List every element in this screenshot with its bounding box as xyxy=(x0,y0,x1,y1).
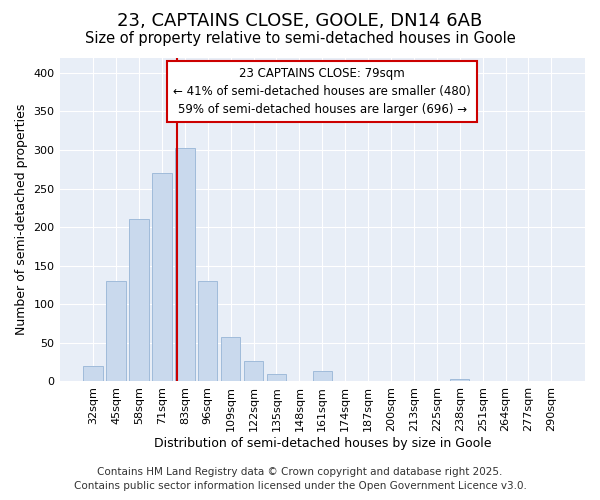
Bar xyxy=(313,372,332,382)
Bar xyxy=(267,374,286,382)
Text: Size of property relative to semi-detached houses in Goole: Size of property relative to semi-detach… xyxy=(85,31,515,46)
Text: 23, CAPTAINS CLOSE, GOOLE, DN14 6AB: 23, CAPTAINS CLOSE, GOOLE, DN14 6AB xyxy=(118,12,482,30)
Text: 23 CAPTAINS CLOSE: 79sqm
← 41% of semi-detached houses are smaller (480)
59% of : 23 CAPTAINS CLOSE: 79sqm ← 41% of semi-d… xyxy=(173,67,471,116)
Bar xyxy=(129,220,149,382)
X-axis label: Distribution of semi-detached houses by size in Goole: Distribution of semi-detached houses by … xyxy=(154,437,491,450)
Bar xyxy=(175,148,194,382)
Bar xyxy=(152,173,172,382)
Bar xyxy=(221,338,241,382)
Bar xyxy=(450,379,469,382)
Bar xyxy=(244,360,263,382)
Bar xyxy=(198,281,217,382)
Y-axis label: Number of semi-detached properties: Number of semi-detached properties xyxy=(15,104,28,335)
Text: Contains HM Land Registry data © Crown copyright and database right 2025.
Contai: Contains HM Land Registry data © Crown c… xyxy=(74,467,526,491)
Bar xyxy=(83,366,103,382)
Bar xyxy=(106,281,126,382)
